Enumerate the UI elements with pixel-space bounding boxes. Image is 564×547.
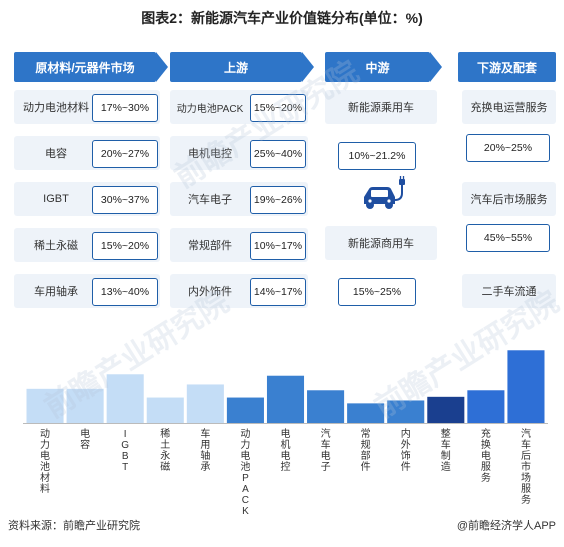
column-header-label: 下游及配套 bbox=[476, 60, 537, 75]
x-tick-label: 车用轴承 bbox=[200, 427, 210, 473]
x-tick-label: 常规部件 bbox=[361, 427, 371, 473]
item-label: 汽车后市场服务 bbox=[470, 194, 548, 206]
item-label: 内外饰件 bbox=[188, 286, 232, 298]
item-label: 动力电池PACK bbox=[176, 103, 244, 115]
item-label: 二手车流通 bbox=[481, 286, 537, 298]
bar-9 bbox=[387, 400, 425, 423]
range-pill: 15%~20% bbox=[92, 232, 158, 260]
x-tick-label: 整车制造 bbox=[441, 427, 451, 473]
item-label: 新能源商用车 bbox=[348, 238, 414, 250]
ev-charging-car-icon bbox=[364, 176, 405, 209]
downstream-item: 汽车后市场服务 bbox=[462, 182, 556, 216]
bar-12 bbox=[507, 350, 545, 423]
item-label: 电机电控 bbox=[188, 148, 232, 160]
range-pill: 15%~20% bbox=[250, 94, 306, 122]
x-tick-label: 电机电控 bbox=[281, 427, 291, 473]
x-tick-label: 动力电池 P A C K bbox=[240, 428, 250, 515]
bar-8 bbox=[347, 403, 385, 423]
column-header-label: 上游 bbox=[223, 60, 248, 75]
bar-10 bbox=[427, 396, 465, 423]
bar-7 bbox=[307, 390, 345, 423]
x-tick-label: 内外饰件 bbox=[401, 427, 411, 473]
item-label: 车用轴承 bbox=[34, 286, 78, 298]
midstream-passenger: 新能源乘用车 bbox=[325, 90, 437, 124]
range-pill: 25%~40% bbox=[250, 140, 306, 168]
x-tick-label: 汽车电子 bbox=[321, 427, 331, 473]
item-label: 稀土永磁 bbox=[34, 240, 78, 252]
bar-5 bbox=[226, 397, 264, 423]
source-note: 资料来源：前瞻产业研究院 bbox=[8, 520, 140, 532]
column-header-raw-materials: 原材料/元器件市场 bbox=[14, 52, 168, 82]
x-tick-label: 汽车后市场服务 bbox=[521, 427, 531, 506]
midstream-commercial: 新能源商用车 bbox=[325, 226, 437, 260]
item-label: IGBT bbox=[43, 193, 69, 205]
range-pill: 10%~17% bbox=[250, 232, 306, 260]
range-pill: 13%~40% bbox=[92, 278, 158, 306]
column-header-midstream: 中游 bbox=[325, 52, 442, 82]
item-label: 汽车电子 bbox=[188, 194, 232, 206]
item-label: 新能源乘用车 bbox=[348, 102, 414, 114]
column-header-upstream: 上游 bbox=[170, 52, 314, 82]
column-header-label: 原材料/元器件市场 bbox=[35, 60, 135, 75]
range-pill: 19%~26% bbox=[250, 186, 306, 214]
x-tick-label: 动力电池材料 bbox=[40, 428, 50, 495]
column-header-label: 中游 bbox=[365, 60, 390, 75]
chart-title: 图表2：新能源汽车产业价值链分布(单位：%) bbox=[141, 10, 423, 26]
item-label: 动力电池材料 bbox=[23, 102, 89, 114]
range-pill: 14%~17% bbox=[250, 278, 306, 306]
brand-mark: @前瞻经济学人APP bbox=[456, 520, 556, 532]
range-pill: 17%~30% bbox=[92, 94, 158, 122]
downstream-item: 二手车流通 bbox=[462, 274, 556, 308]
range-pill: 30%~37% bbox=[92, 186, 158, 214]
range-pill: 20%~27% bbox=[92, 140, 158, 168]
item-label: 电容 bbox=[45, 148, 67, 160]
x-tick-label: 电容 bbox=[80, 427, 90, 451]
bar-2 bbox=[106, 374, 144, 423]
bar-4 bbox=[186, 384, 224, 423]
bar-6 bbox=[266, 375, 305, 423]
range-pill: 15%~25% bbox=[338, 278, 416, 306]
x-tick-label: 稀土永磁 bbox=[160, 427, 170, 473]
x-tick-label: 充换电服务 bbox=[481, 427, 491, 484]
range-pill: 20%~25% bbox=[466, 134, 550, 162]
range-pill: 10%~21.2% bbox=[338, 142, 416, 170]
bar-11 bbox=[467, 390, 505, 423]
item-label: 常规部件 bbox=[188, 240, 232, 252]
downstream-item: 充换电运营服务 bbox=[462, 90, 556, 124]
range-pill: 45%~55% bbox=[466, 224, 550, 252]
item-label: 充换电运营服务 bbox=[470, 102, 548, 114]
column-header-downstream: 下游及配套 bbox=[458, 52, 556, 82]
bar-3 bbox=[146, 397, 184, 423]
bar-0 bbox=[26, 388, 64, 423]
bar-1 bbox=[66, 388, 104, 423]
value-chain-bar-chart: 动力电池材料 电容 I G B T 稀土永磁 车用轴承 动力电池 P A C K 电机电控 汽车电子 常规部件… bbox=[23, 350, 548, 515]
